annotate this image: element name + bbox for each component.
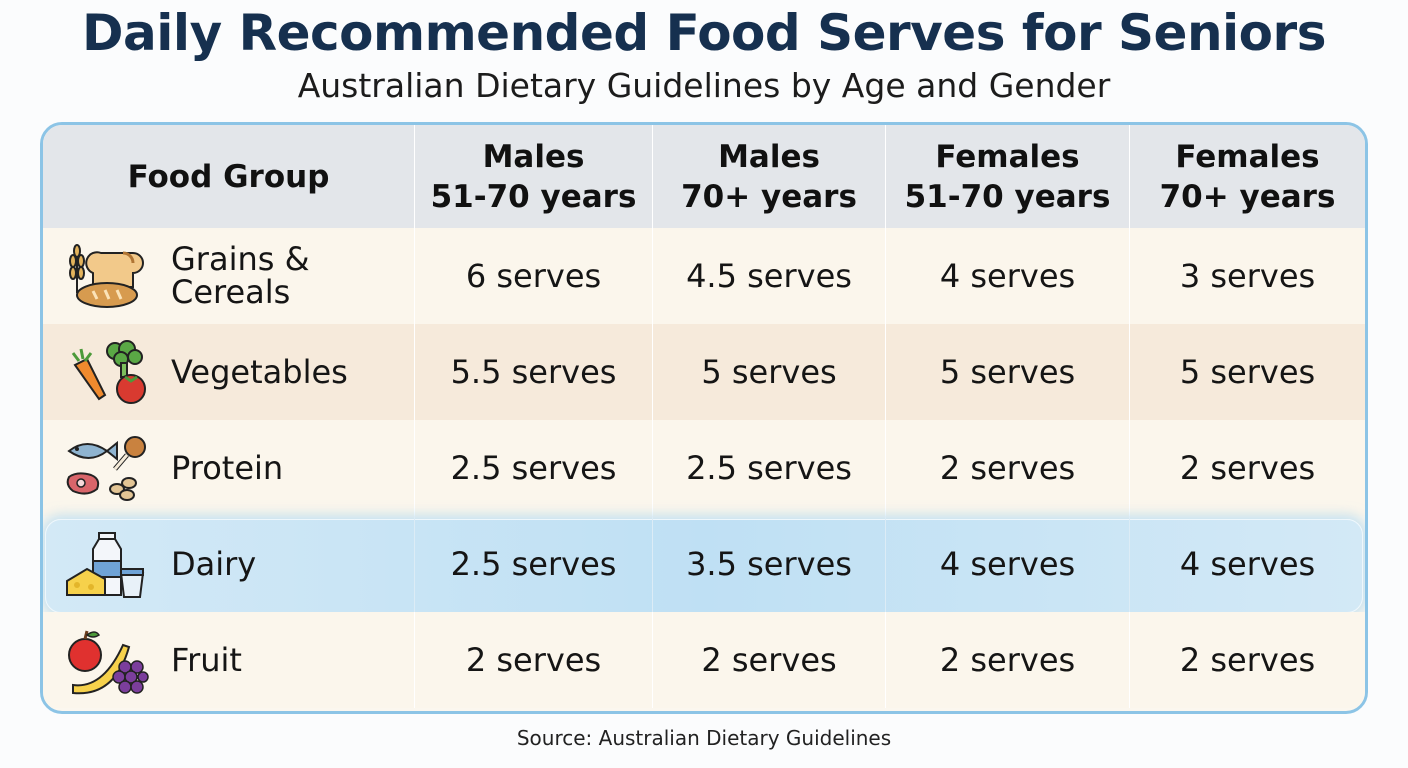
column-divider <box>885 516 886 612</box>
fruit-icon <box>65 625 149 697</box>
header-col-females-70plus: Females 70+ years <box>1130 125 1365 228</box>
serve-cell: 6 serves <box>465 257 602 295</box>
header-col-line1: Females <box>1175 138 1320 175</box>
serve-cell: 5 serves <box>701 353 837 391</box>
header-food-group-label: Food Group <box>127 158 330 195</box>
source-note: Source: Australian Dietary Guidelines <box>516 726 892 750</box>
serve-cell: 5 serves <box>1179 353 1316 391</box>
column-divider <box>885 125 886 228</box>
serve-cell: 2 serves <box>465 641 602 679</box>
header-col-line2: 70+ years <box>681 178 857 215</box>
header-col-males-51-70: Males 51-70 years <box>415 125 652 228</box>
serve-cell: 4 serves <box>1179 545 1316 583</box>
serve-cell: 2 serves <box>939 449 1076 487</box>
protein-icon <box>65 433 149 505</box>
vegetables-icon <box>65 337 149 409</box>
column-divider <box>652 516 653 612</box>
header-col-line2: 51-70 years <box>904 178 1111 215</box>
column-divider <box>652 125 653 228</box>
serve-cell: 2 serves <box>701 641 837 679</box>
food-group-label: Vegetables <box>171 352 348 391</box>
column-divider <box>652 612 653 708</box>
header-col-line2: 51-70 years <box>430 178 637 215</box>
table-row-dairy: Dairy 2.5 serves 3.5 serves 4 serves 4 s… <box>43 516 1365 612</box>
column-divider <box>1129 612 1130 708</box>
column-divider <box>652 324 653 420</box>
food-serves-table: Food Group Males 51-70 years Males 70+ yea… <box>40 122 1368 714</box>
header-col-line1: Males <box>718 138 820 175</box>
column-divider <box>414 324 415 420</box>
food-group-label: Grains & Cereals <box>171 228 411 324</box>
column-divider <box>414 228 415 324</box>
table-row-protein: Protein 2.5 serves 2.5 serves 2 serves 2… <box>43 420 1365 516</box>
page-subtitle: Australian Dietary Guidelines by Age and… <box>297 66 1111 105</box>
food-group-label: Dairy <box>171 544 257 583</box>
header-col-line1: Males <box>482 138 585 175</box>
table-row-vegetables: Vegetables 5.5 serves 5 serves 5 serves … <box>43 324 1365 420</box>
table-header-row: Food Group Males 51-70 years Males 70+ yea… <box>43 125 1365 228</box>
serve-cell: 4 serves <box>939 257 1076 295</box>
serve-cell: 3 serves <box>1179 257 1316 295</box>
serve-cell: 4 serves <box>939 545 1076 583</box>
column-divider <box>414 612 415 708</box>
serve-cell: 3.5 serves <box>686 545 852 583</box>
dairy-icon <box>65 529 149 601</box>
page-title: Daily Recommended Food Serves for Senior… <box>82 4 1326 62</box>
column-divider <box>652 228 653 324</box>
column-divider <box>1129 516 1130 612</box>
serve-cell: 2 serves <box>1179 449 1316 487</box>
food-group-label: Fruit <box>171 640 242 679</box>
serve-cell: 5 serves <box>939 353 1076 391</box>
table-row-fruit: Fruit 2 serves 2 serves 2 serves 2 serve… <box>43 612 1365 708</box>
column-divider <box>885 420 886 516</box>
header-col-males-70plus: Males 70+ years <box>653 125 885 228</box>
column-divider <box>885 612 886 708</box>
header-col-line2: 70+ years <box>1159 178 1336 215</box>
column-divider <box>1129 420 1130 516</box>
serve-cell: 2.5 serves <box>686 449 852 487</box>
header-food-group: Food Group <box>43 125 414 228</box>
column-divider <box>652 420 653 516</box>
column-divider <box>414 516 415 612</box>
table-row-grains: Grains & Cereals 6 serves 4.5 serves 4 se… <box>43 228 1365 324</box>
food-group-line2: Cereals <box>171 273 291 311</box>
column-divider <box>885 228 886 324</box>
grains-bread-icon <box>65 241 149 313</box>
column-divider <box>1129 228 1130 324</box>
food-group-line1: Grains & <box>171 240 310 278</box>
serve-cell: 2.5 serves <box>450 545 617 583</box>
column-divider <box>414 125 415 228</box>
column-divider <box>1129 324 1130 420</box>
food-group-label: Protein <box>171 448 284 487</box>
serve-cell: 5.5 serves <box>450 353 617 391</box>
serve-cell: 2.5 serves <box>450 449 617 487</box>
serve-cell: 2 serves <box>939 641 1076 679</box>
header-col-line1: Females <box>935 138 1080 175</box>
column-divider <box>885 324 886 420</box>
serve-cell: 4.5 serves <box>686 257 852 295</box>
column-divider <box>1129 125 1130 228</box>
serve-cell: 2 serves <box>1179 641 1316 679</box>
column-divider <box>414 420 415 516</box>
header-col-females-51-70: Females 51-70 years <box>886 125 1129 228</box>
